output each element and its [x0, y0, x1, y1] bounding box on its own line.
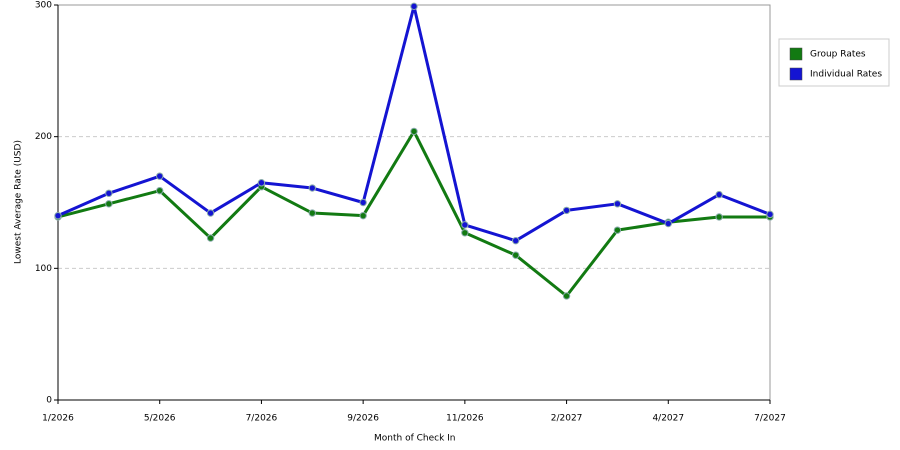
- data-point: [206, 234, 215, 242]
- y-tick-label: 200: [35, 132, 52, 142]
- data-point: [54, 211, 62, 220]
- x-tick-label: 7/2027: [754, 414, 786, 424]
- legend-swatch: [789, 67, 803, 81]
- x-tick-label: 5/2026: [144, 414, 176, 424]
- data-point: [562, 292, 571, 300]
- data-point: [613, 226, 622, 234]
- data-point: [308, 209, 316, 217]
- x-tick-label: 9/2026: [347, 414, 379, 424]
- data-point: [105, 200, 113, 208]
- data-point: [512, 251, 520, 259]
- x-axis-title: Month of Check In: [374, 434, 456, 444]
- data-point: [105, 189, 113, 197]
- data-point: [156, 172, 164, 180]
- data-point: [613, 200, 622, 208]
- legend-label: Group Rates: [810, 50, 866, 60]
- x-tick-label: 4/2027: [652, 414, 684, 424]
- series-line: [57, 129, 770, 298]
- data-point: [410, 127, 418, 136]
- data-point: [359, 211, 367, 220]
- data-point: [715, 190, 723, 199]
- data-point: [664, 219, 672, 228]
- data-point: [206, 209, 215, 217]
- y-tick-label: 300: [35, 1, 52, 11]
- x-tick-label: 1/2026: [42, 414, 74, 424]
- y-tick-label: 100: [35, 264, 52, 274]
- x-tick-label: 7/2026: [246, 414, 278, 424]
- x-tick-label: 2/2027: [551, 414, 583, 424]
- y-tick-label: 0: [46, 396, 52, 406]
- data-point: [308, 184, 316, 192]
- legend-swatch: [789, 47, 803, 61]
- data-point: [410, 2, 418, 11]
- data-point: [359, 198, 367, 207]
- series-line: [57, 4, 771, 243]
- data-point: [461, 229, 469, 237]
- data-point: [156, 186, 164, 195]
- data-point: [715, 213, 723, 221]
- y-axis-title: Lowest Average Rate (USD): [14, 140, 24, 264]
- legend-label: Individual Rates: [810, 70, 882, 80]
- data-point: [562, 206, 571, 215]
- data-point: [512, 236, 520, 245]
- plot-area: [57, 4, 771, 401]
- data-point: [461, 221, 469, 229]
- x-tick-label: 11/2026: [446, 414, 484, 424]
- data-point: [766, 210, 774, 219]
- data-point: [257, 179, 266, 187]
